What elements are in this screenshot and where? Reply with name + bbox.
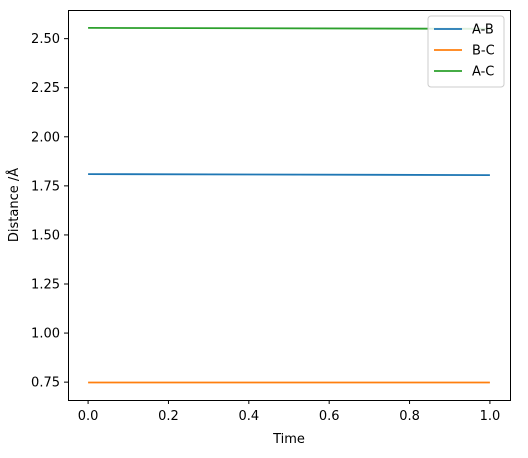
y-tick-label: 2.25 (31, 81, 60, 96)
x-axis: 0.0 0.2 0.4 0.6 0.8 1.0 (78, 400, 501, 424)
plot-frame (68, 10, 511, 401)
y-tick-label: 1.25 (31, 278, 60, 293)
y-tick-label: 1.75 (31, 179, 60, 194)
y-tick-label: 1.00 (31, 327, 60, 342)
y-tick-label: 2.50 (31, 32, 60, 47)
x-tick-label: 0.2 (158, 409, 179, 424)
y-tick-label: 1.50 (31, 228, 60, 243)
x-tick-label: 0.8 (399, 409, 420, 424)
series-line-a-c (88, 27, 490, 30)
x-tick-label: 0.0 (78, 409, 99, 424)
plot-lines (88, 27, 490, 384)
x-axis-label: Time (272, 432, 305, 447)
legend-box (427, 15, 505, 88)
y-tick-label: 0.75 (31, 376, 60, 391)
x-tick-label: 0.6 (319, 409, 340, 424)
legend-label: B-C (472, 44, 495, 59)
x-tick-label: 0.4 (238, 409, 259, 424)
x-tick-label: 1.0 (480, 409, 501, 424)
legend: A-B B-C A-C (427, 15, 505, 88)
y-tick-label: 2.00 (31, 130, 60, 145)
legend-label: A-B (472, 23, 494, 38)
y-axis: 0.75 1.00 1.25 1.50 1.75 2.00 2.25 2.50 (31, 32, 68, 391)
series-line-a-b (88, 173, 490, 177)
y-axis-label: Distance /Å (6, 168, 22, 242)
legend-label: A-C (472, 65, 494, 80)
